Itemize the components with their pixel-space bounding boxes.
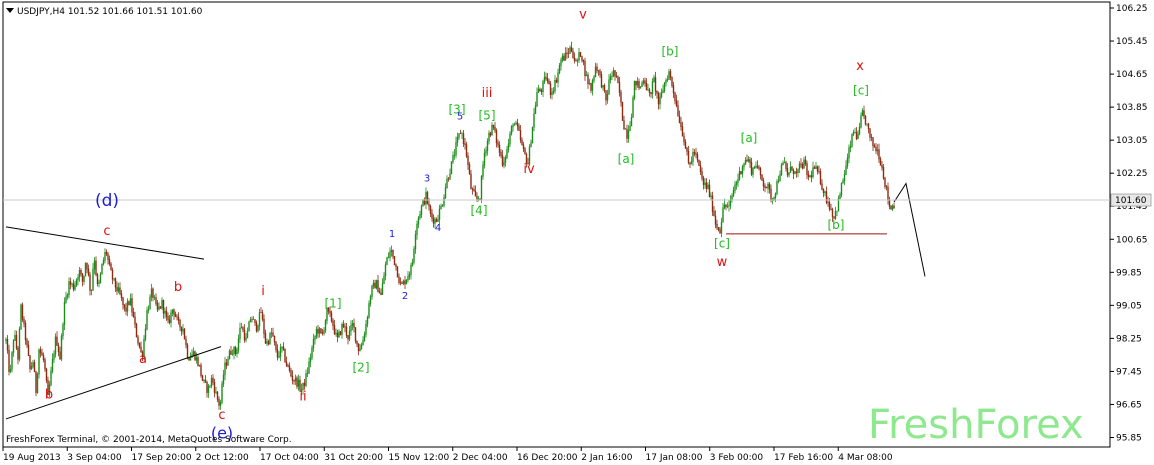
wave-label: 3	[424, 173, 430, 184]
wave-label: [5]	[479, 109, 496, 123]
annotation-layer: (d)cbabc(e)iiiiiiivvwx[1][2][3][4][5][a]…	[45, 7, 869, 442]
wave-label: [c]	[714, 237, 730, 251]
y-tick-label: 106.25	[1116, 4, 1148, 14]
y-tick-label: 104.65	[1116, 70, 1148, 80]
wave-label: 1	[389, 229, 395, 240]
y-tick-label: 105.45	[1116, 37, 1148, 47]
y-tick-label: 95.85	[1116, 434, 1142, 444]
x-tick-label: 15 Nov 12:00	[389, 453, 450, 463]
x-tick-label: 17 Sep 20:00	[132, 453, 192, 463]
wave-label: c	[103, 224, 110, 239]
wave-label: a	[139, 352, 147, 367]
x-tick-label: 17 Jan 08:00	[646, 453, 703, 463]
wave-label: 2	[402, 291, 408, 302]
projection-path	[893, 182, 926, 277]
y-tick-label: 97.45	[1116, 367, 1142, 377]
wave-label: b	[45, 387, 53, 402]
x-tick-label: 4 Mar 08:00	[838, 453, 893, 463]
wave-label: iii	[482, 86, 493, 101]
wave-label: 4	[435, 223, 441, 234]
current-price-badge	[1110, 193, 1152, 207]
x-tick-label: 2 Dec 04:00	[453, 453, 508, 463]
x-tick-label: 2 Oct 12:00	[196, 453, 249, 463]
y-tick-label: 102.25	[1116, 169, 1148, 179]
y-tick-label: 101.45	[1116, 202, 1148, 212]
wave-label: [b]	[662, 44, 679, 58]
x-tick-label: 3 Feb 00:00	[710, 453, 764, 463]
wave-label: v	[579, 7, 587, 22]
y-tick-label: 100.65	[1116, 235, 1148, 245]
wave-label: w	[717, 255, 728, 270]
wave-label: [a]	[618, 152, 635, 166]
wave-label: x	[856, 59, 864, 74]
x-tick-label: 17 Feb 16:00	[774, 453, 833, 463]
y-tick-label: 103.85	[1116, 103, 1148, 113]
candles-layer	[5, 41, 895, 410]
y-tick-label: 98.25	[1116, 334, 1142, 344]
y-tick-label: 99.05	[1116, 301, 1142, 311]
trendline-upper	[5, 226, 205, 260]
watermark-logo: FreshForex	[868, 402, 1084, 448]
x-tick-label: 19 Aug 2013	[3, 453, 61, 463]
wave-label: (e)	[211, 424, 233, 443]
x-tick-label: 17 Oct 04:00	[260, 453, 319, 463]
current-price-label: 101.60	[1115, 196, 1147, 206]
copyright-text: FreshForex Terminal, © 2001-2014, MetaQu…	[6, 435, 292, 445]
wave-label: b	[174, 280, 182, 295]
x-tick-label: 31 Oct 20:00	[324, 453, 383, 463]
symbol-header: USDJPY,H4 101.52 101.66 101.51 101.60	[17, 7, 203, 17]
axes-layer: 106.25 105.45 104.65 103.85 103.05 102.25 101.…	[2, 4, 1152, 463]
wave-label: [4]	[471, 203, 488, 217]
wave-label: c	[218, 408, 225, 423]
wave-label: [c]	[853, 84, 869, 98]
trendline-lower	[5, 346, 222, 420]
wave-label: ii	[299, 389, 306, 404]
wave-label: iv	[523, 162, 535, 177]
x-tick-label: 2 Jan 16:00	[581, 453, 633, 463]
wave-label: [b]	[828, 218, 845, 232]
wave-label: (d)	[95, 191, 119, 211]
wave-label: i	[261, 284, 265, 299]
y-tick-label: 96.65	[1116, 400, 1142, 410]
y-tick-label: 99.85	[1116, 268, 1142, 278]
wave-label: [1]	[325, 296, 342, 310]
lines-layer	[3, 182, 1110, 420]
wave-label: [a]	[741, 131, 758, 145]
x-tick-label: 16 Dec 20:00	[517, 453, 578, 463]
wave-label: 5	[457, 112, 463, 123]
y-tick-label: 103.05	[1116, 136, 1148, 146]
plot-frame	[2, 1, 1111, 448]
wave-label: [2]	[353, 360, 370, 374]
dropdown-arrow-icon[interactable]	[6, 8, 14, 13]
wave-label: [3]	[449, 102, 466, 116]
x-tick-label: 3 Sep 04:00	[67, 453, 122, 463]
